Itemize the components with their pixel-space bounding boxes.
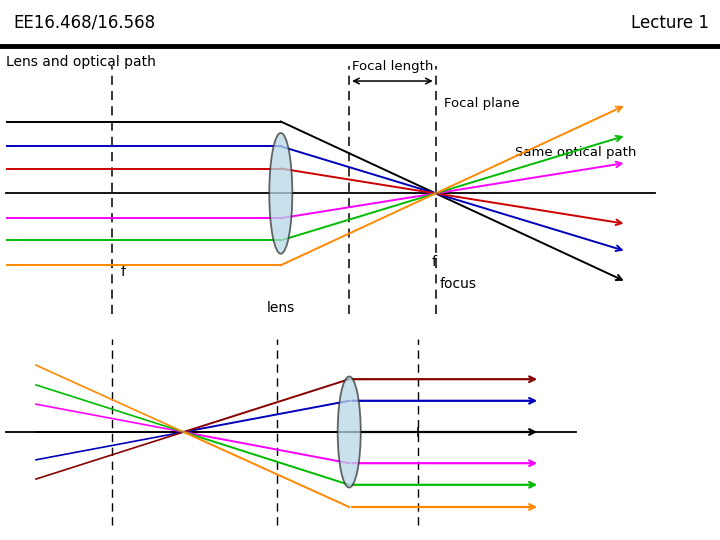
Text: EE16.468/16.568: EE16.468/16.568 (13, 14, 155, 32)
Text: Lecture 1: Lecture 1 (631, 14, 709, 32)
Ellipse shape (338, 376, 361, 488)
Text: f: f (432, 255, 437, 269)
Text: Same optical path: Same optical path (515, 146, 636, 159)
Text: Focal plane: Focal plane (444, 97, 520, 110)
Ellipse shape (269, 133, 292, 254)
Text: Focal length: Focal length (351, 60, 433, 73)
Text: lens: lens (266, 301, 295, 315)
Text: f: f (120, 265, 125, 279)
Text: focus: focus (439, 276, 476, 291)
Text: Lens and optical path: Lens and optical path (6, 55, 156, 69)
